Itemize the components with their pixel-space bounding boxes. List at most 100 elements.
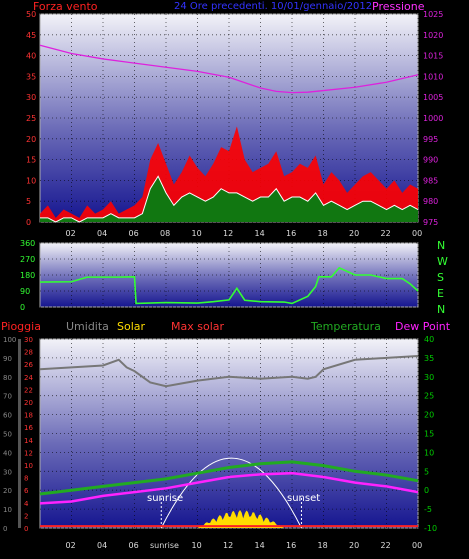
pressure-axis-tick-label: 985 bbox=[423, 176, 438, 185]
rain-axis-tick-label: 26 bbox=[24, 361, 33, 369]
legend-humidity: Umidita bbox=[66, 320, 109, 333]
pressure-axis-tick-label: 980 bbox=[423, 197, 438, 206]
pressure-axis-tick-label: 995 bbox=[423, 135, 438, 144]
header-right-label: Pressione bbox=[372, 0, 425, 13]
wind-x-tick-label: 16 bbox=[286, 229, 296, 238]
compass-s: S bbox=[437, 271, 444, 284]
wind-axis-tick-label: 35 bbox=[26, 72, 36, 81]
legend-max-solar: Max solar bbox=[171, 320, 224, 333]
compass-n-bottom: N bbox=[437, 303, 445, 316]
temperature-x-tick-label: 14 bbox=[255, 541, 265, 550]
temperature-axis-tick-label: -5 bbox=[424, 505, 432, 514]
wind-axis-tick-label: 20 bbox=[26, 135, 36, 144]
wind-axis-tick-label: 45 bbox=[26, 31, 36, 40]
temperature-x-tick-label: 02 bbox=[66, 541, 76, 550]
humidity-axis-tick-label: 10 bbox=[3, 506, 12, 514]
sunset-label: sunset bbox=[287, 493, 320, 504]
wind-axis-tick-label: 25 bbox=[26, 114, 36, 123]
dewpoint-line bbox=[39, 471, 419, 505]
pressure-axis-tick-label: 1010 bbox=[423, 72, 443, 81]
temperature-x-tick-label: 18 bbox=[318, 541, 328, 550]
wind-x-tick-label: 00 bbox=[412, 229, 422, 238]
humidity-axis-tick-label: 40 bbox=[3, 449, 12, 457]
temperature-axis-tick-label: 10 bbox=[424, 448, 434, 457]
pressure-axis-tick-label: 1015 bbox=[423, 52, 443, 61]
wind-x-tick-label: 10 bbox=[192, 229, 202, 238]
temperature-line bbox=[39, 460, 419, 496]
humidity-axis-tick-label: 70 bbox=[3, 393, 12, 401]
wind-x-tick-label: 12 bbox=[223, 229, 233, 238]
wind-axis-tick-label: 30 bbox=[26, 93, 36, 102]
legend-temperature: Temperatura bbox=[310, 320, 381, 333]
max-solar-curve bbox=[160, 457, 302, 529]
wind-x-tick-label: 18 bbox=[318, 229, 328, 238]
temperature-x-tick-label: sunrise bbox=[150, 541, 179, 550]
header-subtitle: 24 Ore precedenti. 10/01/gennaio/2012 bbox=[174, 1, 372, 12]
humidity-axis-tick-label: 90 bbox=[3, 355, 12, 363]
pressure-axis-tick-label: 1020 bbox=[423, 31, 443, 40]
direction-line bbox=[39, 266, 419, 305]
wind-axis-tick-label: 0 bbox=[26, 218, 31, 227]
wind-axis-tick-label: 10 bbox=[26, 176, 36, 185]
temperature-x-tick-label: 20 bbox=[349, 541, 359, 550]
legend-rain: Pioggia bbox=[1, 320, 41, 333]
wind-x-tick-label: 14 bbox=[255, 229, 265, 238]
wind-x-tick-label: 06 bbox=[129, 229, 139, 238]
rain-axis-tick-label: 16 bbox=[24, 424, 33, 432]
wind-average-area bbox=[40, 176, 418, 222]
wind-axis-tick-label: 15 bbox=[26, 156, 36, 165]
temperature-x-tick-label: 12 bbox=[223, 541, 233, 550]
direction-axis-tick-label: 0 bbox=[20, 303, 25, 312]
temperature-axis-tick-label: 20 bbox=[424, 411, 434, 420]
rain-axis-tick-label: 12 bbox=[24, 449, 33, 457]
temperature-x-tick-label: 16 bbox=[286, 541, 296, 550]
rain-axis-tick-label: 22 bbox=[24, 386, 33, 394]
legend-solar: Solar bbox=[117, 320, 146, 333]
pressure-line bbox=[39, 44, 419, 94]
rain-axis-tick-label: 18 bbox=[24, 412, 33, 420]
rain-axis-tick-label: 28 bbox=[24, 349, 33, 357]
direction-axis-tick-label: 360 bbox=[20, 239, 35, 248]
rain-axis-tick-label: 2 bbox=[24, 512, 28, 520]
wind-x-tick-label: 08 bbox=[160, 229, 170, 238]
rain-axis-tick-label: 24 bbox=[24, 374, 33, 382]
wind-x-tick-label: 04 bbox=[97, 229, 107, 238]
wind-x-tick-label: 02 bbox=[66, 229, 76, 238]
direction-axis-tick-label: 180 bbox=[20, 271, 35, 280]
compass-n-top: N bbox=[437, 239, 445, 252]
wind-axis-tick-label: 5 bbox=[26, 197, 31, 206]
compass-e: E bbox=[437, 287, 444, 300]
humidity-axis-tick-label: 50 bbox=[3, 431, 12, 439]
temperature-x-tick-label: 04 bbox=[97, 541, 107, 550]
rain-axis-bar bbox=[18, 339, 21, 528]
axes: 0510152025303540455097598098599099510001… bbox=[3, 10, 443, 550]
temperature-axis-tick-label: 35 bbox=[424, 354, 434, 363]
wind-axis-tick-label: 50 bbox=[26, 10, 36, 19]
rain-axis-tick-label: 10 bbox=[24, 462, 33, 470]
pressure-axis-tick-label: 1000 bbox=[423, 114, 443, 123]
rain-axis-tick-label: 0 bbox=[24, 525, 28, 533]
rain-axis-tick-label: 8 bbox=[24, 475, 28, 483]
temperature-axis-tick-label: -10 bbox=[424, 524, 437, 533]
wind-x-tick-label: 22 bbox=[381, 229, 391, 238]
temperature-axis-tick-label: 30 bbox=[424, 373, 434, 382]
wind-gust-area bbox=[40, 126, 418, 222]
pressure-axis-tick-label: 1025 bbox=[423, 10, 443, 19]
temperature-axis-tick-label: 25 bbox=[424, 392, 434, 401]
wind-axis-tick-label: 40 bbox=[26, 52, 36, 61]
legend-dewpoint: Dew Point bbox=[395, 320, 451, 333]
humidity-line bbox=[39, 355, 419, 388]
humidity-axis-tick-label: 80 bbox=[3, 374, 12, 382]
temperature-x-tick-label: 00 bbox=[412, 541, 422, 550]
temperature-x-tick-label: 06 bbox=[129, 541, 139, 550]
wind-average-line bbox=[40, 175, 419, 223]
pressure-axis-tick-label: 990 bbox=[423, 156, 438, 165]
temperature-axis-tick-label: 15 bbox=[424, 430, 434, 439]
humidity-axis-tick-label: 30 bbox=[3, 468, 12, 476]
sunrise-label: sunrise bbox=[147, 493, 183, 504]
temperature-axis-tick-label: 5 bbox=[424, 467, 429, 476]
humidity-axis-tick-label: 60 bbox=[3, 412, 12, 420]
humidity-axis-tick-label: 0 bbox=[3, 525, 7, 533]
